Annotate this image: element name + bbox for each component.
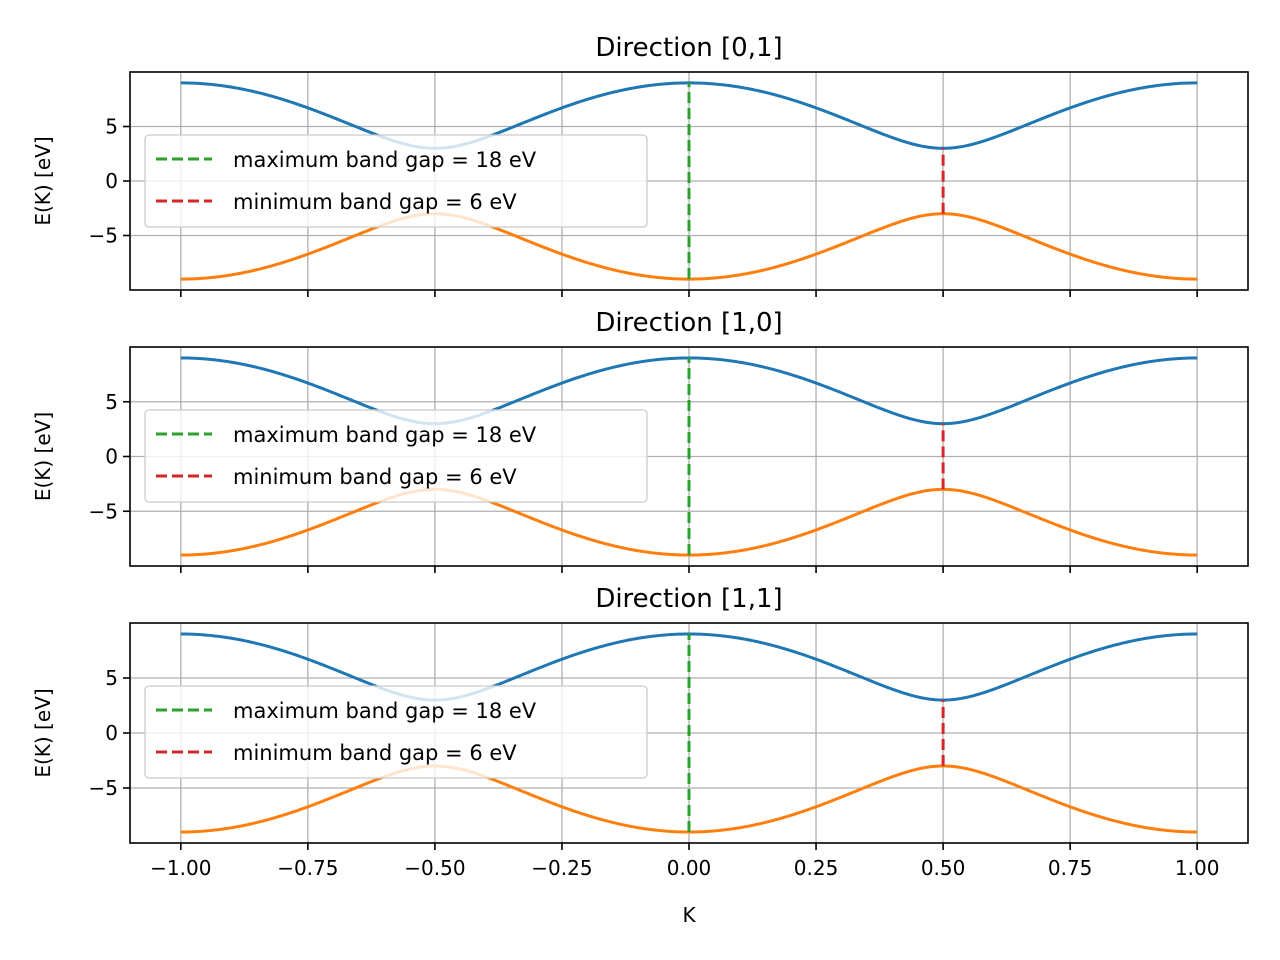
subplot-title: Direction [0,1] (595, 33, 782, 63)
x-axis-label: K (682, 903, 696, 927)
y-axis-label: E(K) [eV] (31, 412, 55, 501)
x-tick-label: −0.75 (277, 856, 338, 880)
y-tick-label: −5 (89, 499, 118, 523)
x-tick-label: −1.00 (150, 856, 211, 880)
legend-box (144, 134, 648, 228)
y-tick-label: −5 (89, 224, 118, 248)
legend-label: maximum band gap = 18 eV (233, 148, 537, 172)
y-tick-label: 5 (105, 115, 118, 139)
x-tick-label: 0.25 (794, 856, 839, 880)
x-tick-label: 0.00 (667, 856, 712, 880)
x-tick-label: 1.00 (1175, 856, 1220, 880)
subplot-title: Direction [1,1] (595, 584, 782, 614)
y-tick-label: 5 (105, 666, 118, 690)
legend: maximum band gap = 18 eV minimum band gap… (144, 685, 648, 779)
legend: maximum band gap = 18 eV minimum band gap… (144, 134, 648, 228)
y-tick-label: 5 (105, 390, 118, 414)
y-tick-label: 0 (105, 721, 118, 745)
y-tick-label: 0 (105, 169, 118, 193)
y-tick-label: 0 (105, 445, 118, 469)
y-axis-label: E(K) [eV] (31, 136, 55, 225)
legend-label: minimum band gap = 6 eV (233, 741, 517, 765)
legend-label: maximum band gap = 18 eV (233, 699, 537, 723)
legend-label: minimum band gap = 6 eV (233, 190, 517, 214)
y-tick-label: −5 (89, 776, 118, 800)
x-tick-label: 0.50 (921, 856, 966, 880)
subplot-2: −5 0 5 Direction [1,0] E(K) [eV] maximum band… (31, 308, 1249, 573)
subplot-title: Direction [1,0] (595, 308, 782, 338)
y-axis-label: E(K) [eV] (31, 688, 55, 777)
x-tick-label: −0.25 (531, 856, 592, 880)
legend: maximum band gap = 18 eV minimum band gap… (144, 409, 648, 503)
legend-label: minimum band gap = 6 eV (233, 465, 517, 489)
legend-box (144, 409, 648, 503)
x-tick-label: 0.75 (1048, 856, 1093, 880)
legend-box (144, 685, 648, 779)
legend-label: maximum band gap = 18 eV (233, 423, 537, 447)
x-tick-label: −0.50 (404, 856, 465, 880)
subplot-3: −1.00 −0.75 −0.50 −0.25 0.00 0.25 0.50 0.75 1.00… (31, 584, 1249, 927)
subplot-1: −5 0 5 Direction [0,1] E(K) [eV] maximum band… (31, 33, 1249, 297)
